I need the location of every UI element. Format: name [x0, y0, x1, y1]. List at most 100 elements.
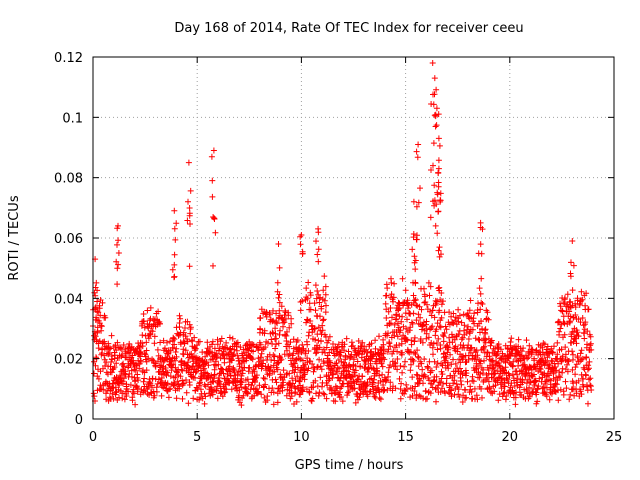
data-point [438, 375, 445, 382]
data-point [185, 400, 192, 407]
data-point [349, 342, 356, 349]
data-point [222, 389, 229, 395]
data-point [456, 394, 463, 400]
data-point [477, 358, 484, 365]
data-point [510, 358, 517, 365]
data-point [272, 376, 279, 383]
data-point [431, 75, 438, 82]
data-point [587, 375, 594, 382]
data-point [274, 320, 281, 327]
data-point [317, 294, 324, 301]
data-point [318, 338, 324, 345]
data-point [122, 371, 129, 378]
data-point [126, 370, 133, 377]
data-point [290, 350, 297, 357]
data-point [128, 373, 135, 380]
data-point [408, 341, 415, 348]
data-point [315, 258, 322, 265]
data-point [458, 319, 465, 326]
data-point [455, 391, 462, 398]
data-point [513, 379, 520, 386]
data-point [164, 369, 171, 376]
data-point [549, 349, 556, 356]
data-point [321, 391, 328, 398]
data-point [584, 366, 591, 373]
data-point [91, 370, 97, 377]
data-point [210, 262, 216, 269]
data-point [283, 332, 290, 339]
data-point [370, 379, 377, 386]
data-point [215, 374, 222, 381]
data-point [314, 288, 321, 294]
data-point [315, 225, 322, 232]
data-point [392, 316, 399, 323]
data-point [380, 341, 387, 348]
data-point [229, 335, 236, 342]
data-point [421, 285, 427, 292]
data-point [436, 253, 443, 260]
data-point [183, 389, 190, 396]
y-axis-label: ROTI / TECUs [7, 195, 22, 280]
data-point [385, 346, 392, 353]
data-point [250, 348, 257, 355]
data-point [374, 384, 381, 391]
data-point [170, 334, 177, 341]
data-point [112, 389, 119, 396]
data-point [258, 306, 265, 313]
data-point [437, 345, 444, 352]
data-point [458, 381, 465, 388]
data-point [366, 388, 373, 395]
data-point [94, 298, 101, 305]
data-point [238, 375, 245, 382]
data-point [286, 324, 293, 331]
data-point [557, 325, 564, 332]
data-point [273, 335, 280, 342]
data-point [155, 308, 162, 315]
data-point [573, 340, 580, 347]
data-point [299, 347, 306, 354]
data-point [187, 330, 194, 337]
data-point [173, 395, 180, 402]
data-point [209, 341, 215, 348]
data-point [399, 313, 406, 320]
data-point [302, 350, 309, 357]
data-point [410, 292, 417, 299]
data-point [276, 264, 283, 271]
data-point [99, 299, 106, 306]
data-point [274, 366, 281, 373]
data-point [151, 392, 158, 399]
data-point [410, 357, 417, 364]
data-point [398, 380, 405, 387]
data-point [562, 295, 568, 301]
data-point [208, 153, 215, 160]
data-point [438, 360, 445, 367]
data-point [430, 162, 436, 169]
data-point [448, 331, 455, 338]
data-point [209, 193, 216, 200]
data-point [569, 356, 576, 363]
data-point [474, 396, 481, 403]
data-point [276, 299, 283, 306]
data-point [440, 380, 447, 387]
data-point [582, 321, 588, 328]
data-point [443, 355, 450, 362]
data-point [277, 327, 283, 334]
data-point [462, 387, 469, 393]
data-point [397, 395, 404, 402]
data-point [553, 381, 560, 388]
data-point [322, 291, 329, 298]
data-point [437, 324, 444, 331]
data-point [531, 355, 538, 362]
data-point [213, 353, 220, 360]
data-point [91, 289, 98, 296]
data-point [309, 322, 316, 329]
data-point [578, 288, 585, 295]
data-point [258, 350, 265, 357]
data-point [245, 381, 252, 388]
data-point [316, 344, 323, 351]
data-point [294, 337, 301, 344]
data-point [551, 343, 557, 350]
data-point [408, 348, 414, 355]
data-point [398, 340, 405, 347]
data-point [419, 323, 425, 330]
